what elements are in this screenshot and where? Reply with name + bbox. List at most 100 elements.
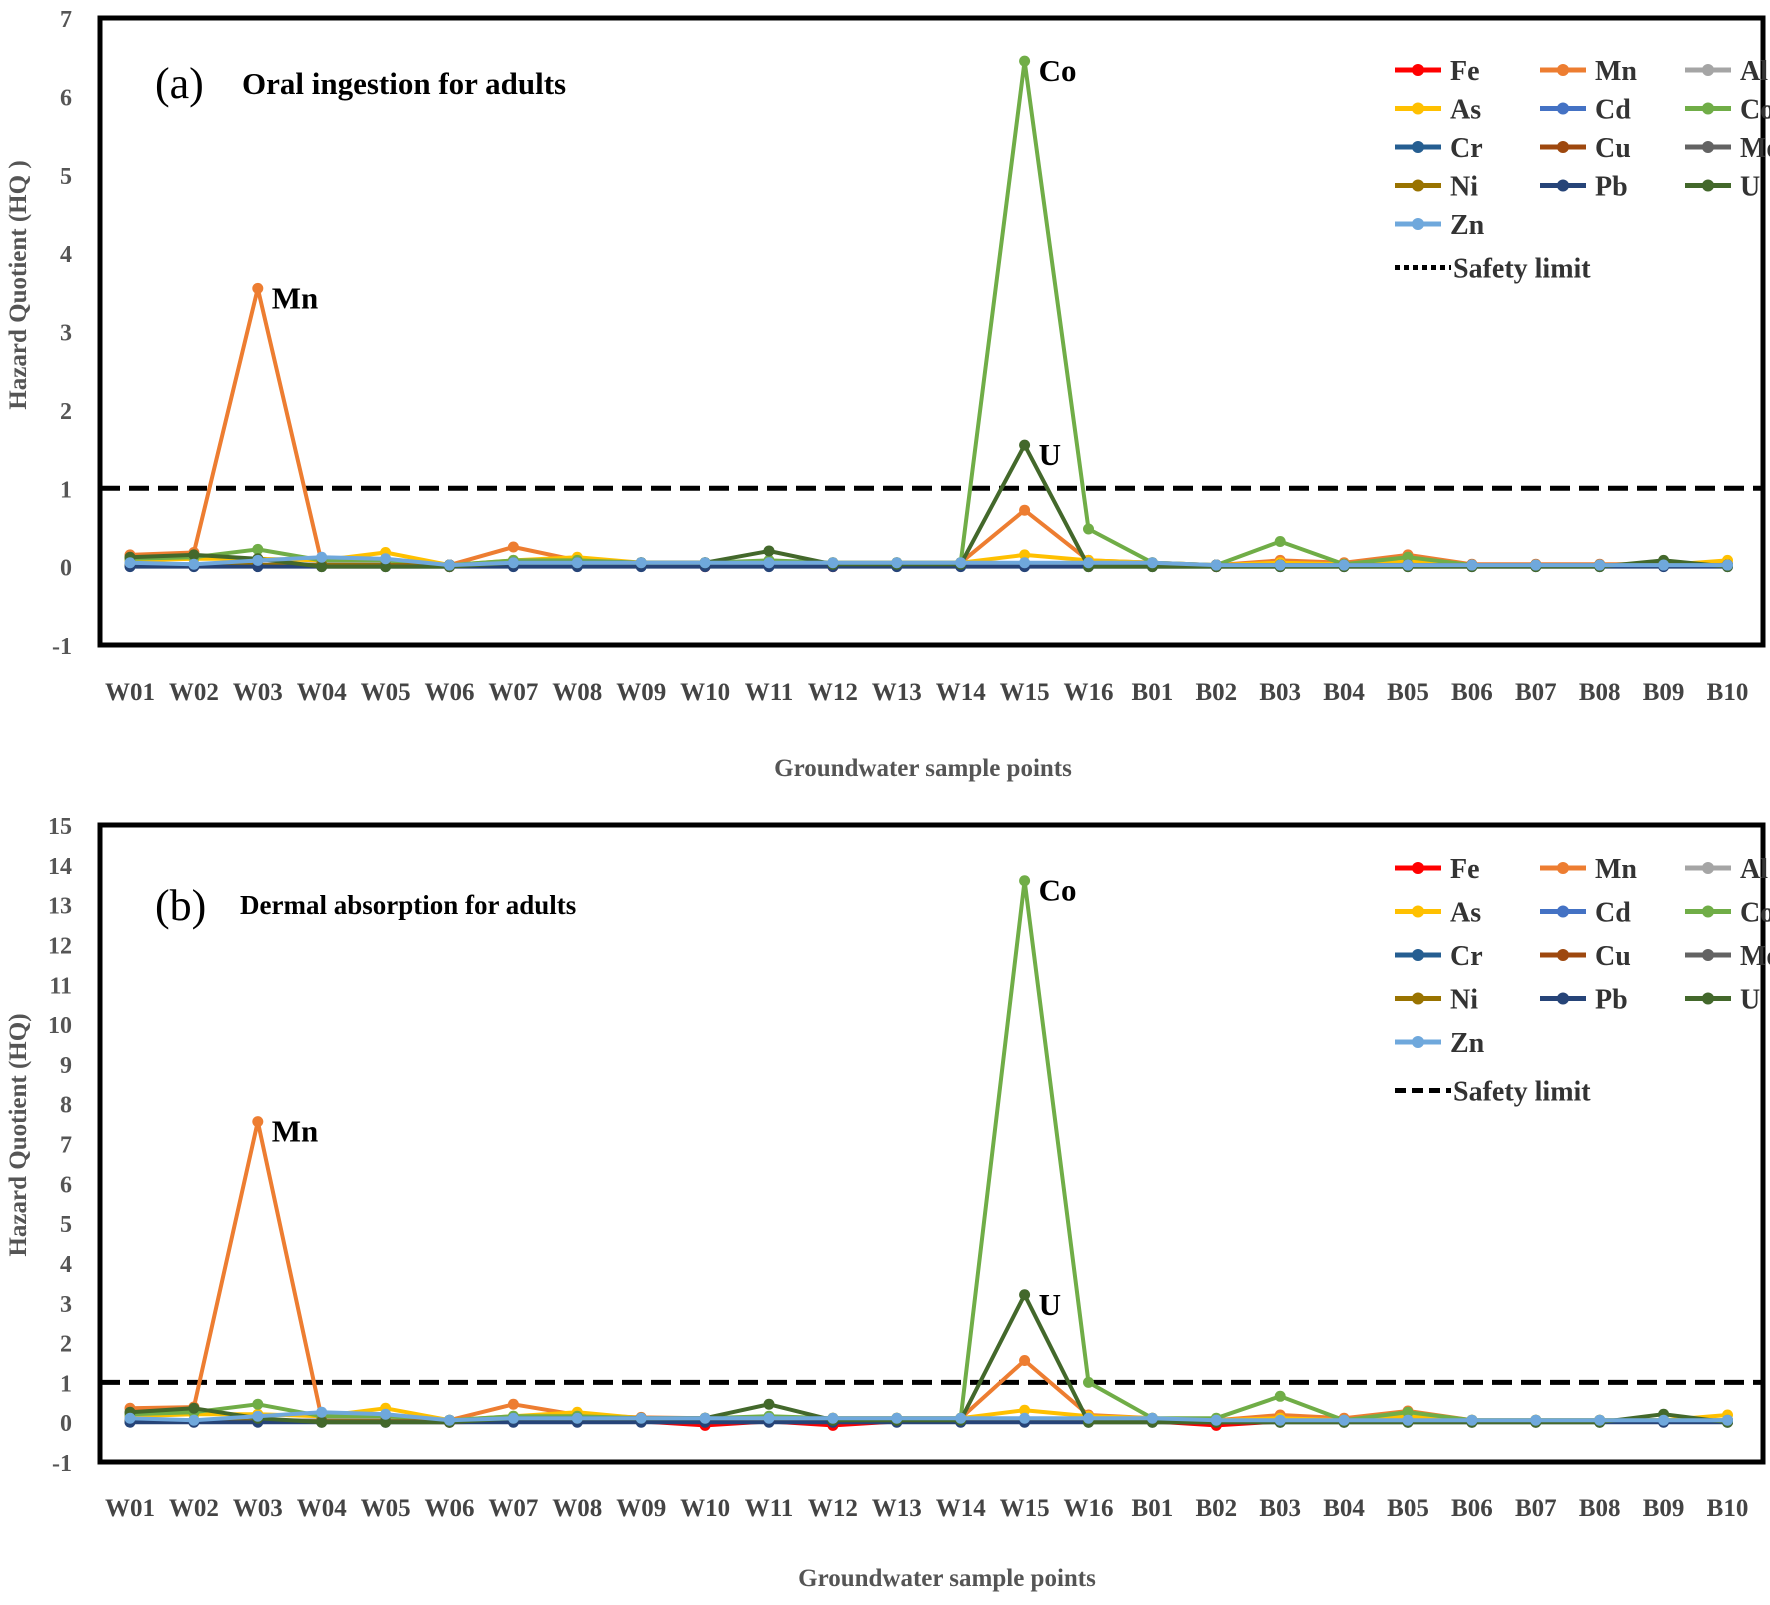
point-zn xyxy=(699,1412,711,1424)
point-zn xyxy=(955,1412,967,1424)
x-tick-label: B01 xyxy=(1132,679,1174,706)
x-tick-label: B10 xyxy=(1707,679,1749,706)
point-zn xyxy=(955,557,967,569)
point-zn xyxy=(1083,1412,1094,1424)
x-tick-label: W07 xyxy=(488,679,538,706)
y-tick-label: 4 xyxy=(60,242,72,268)
point-u xyxy=(380,1416,392,1428)
point-zn xyxy=(635,1412,647,1424)
legend-marker-mn xyxy=(1557,862,1569,874)
legend-label-co: Co xyxy=(1740,898,1770,929)
point-co xyxy=(1083,1376,1094,1388)
panel-a-series xyxy=(124,55,1733,573)
panel-a-legend: Fe Mn Al As Cd Co Cr Cu Mo Ni Pb U Zn Safety limit xyxy=(1395,56,1770,285)
annotation-co: Co xyxy=(1039,873,1077,908)
legend-marker-cr xyxy=(1412,141,1424,153)
x-tick-label: W06 xyxy=(425,679,475,706)
annotation-u: U xyxy=(1039,437,1061,472)
panel-b-x-axis-title: Groundwater sample points xyxy=(798,1565,1096,1592)
legend-label-mo: Mo xyxy=(1740,941,1770,972)
point-zn xyxy=(635,557,647,569)
y-tick-label: 0 xyxy=(60,1411,72,1437)
point-zn xyxy=(1594,1414,1606,1426)
point-zn xyxy=(1722,559,1733,571)
panel-a-title: Oral ingestion for adults xyxy=(242,66,566,101)
point-co xyxy=(1274,536,1286,548)
point-u xyxy=(188,549,200,561)
point-co xyxy=(1083,523,1094,535)
legend-marker-pb xyxy=(1557,992,1569,1005)
x-tick-label: W06 xyxy=(425,1495,475,1522)
legend-marker-ni xyxy=(1412,992,1424,1005)
legend-marker-fe xyxy=(1412,862,1424,874)
legend-label-u: U xyxy=(1740,985,1760,1016)
point-zn xyxy=(1338,559,1350,571)
point-zn xyxy=(827,1412,839,1424)
panel-b-tag: (b) xyxy=(155,881,206,930)
x-tick-label: W10 xyxy=(680,679,730,706)
x-tick-label: W08 xyxy=(552,679,602,706)
legend-marker-al xyxy=(1702,64,1714,76)
legend-label-cu: Cu xyxy=(1595,133,1631,164)
point-zn xyxy=(571,557,583,569)
legend-marker-co xyxy=(1702,102,1714,115)
point-zn xyxy=(124,557,136,569)
point-zn xyxy=(1210,559,1222,571)
x-tick-label: W04 xyxy=(297,679,348,706)
x-tick-label: W14 xyxy=(936,679,987,706)
series-line-zn xyxy=(129,1410,1728,1423)
x-tick-label: B09 xyxy=(1643,679,1685,706)
legend-label-al: Al xyxy=(1740,854,1768,885)
y-tick-label: 13 xyxy=(48,894,72,920)
legend-label-zn: Zn xyxy=(1450,1028,1485,1059)
point-mn xyxy=(507,541,519,553)
x-tick-label: W11 xyxy=(745,1495,794,1522)
legend-label-cd: Cd xyxy=(1595,95,1631,126)
panel-b-x-ticks: W01 W02 W03 W04 W05 W06 W07 W08 W09 W10 W11 W12 W13 W… xyxy=(105,1495,1748,1522)
point-zn xyxy=(1466,1414,1478,1426)
y-tick-label: 1 xyxy=(60,1371,72,1397)
point-mn xyxy=(1019,504,1031,516)
point-u xyxy=(316,561,328,573)
x-tick-label: W05 xyxy=(361,1495,411,1522)
legend-marker-cd xyxy=(1557,102,1569,115)
x-tick-label: B04 xyxy=(1323,679,1365,706)
point-mn xyxy=(252,1116,264,1128)
x-tick-label: W11 xyxy=(745,679,794,706)
y-tick-label: 9 xyxy=(60,1053,72,1079)
point-co xyxy=(1274,1390,1286,1402)
legend-marker-u xyxy=(1702,179,1714,192)
point-co xyxy=(1019,55,1031,67)
y-tick-label: 3 xyxy=(60,1292,72,1318)
x-tick-label: B05 xyxy=(1387,679,1429,706)
y-tick-label: 6 xyxy=(60,85,72,111)
point-zn xyxy=(891,1412,903,1424)
x-tick-label: W01 xyxy=(105,1495,155,1522)
x-tick-label: W13 xyxy=(872,1495,922,1522)
legend-label-pb: Pb xyxy=(1595,985,1628,1016)
y-tick-label: 7 xyxy=(60,1133,72,1159)
point-zn xyxy=(1530,1414,1542,1426)
y-tick-label: 5 xyxy=(60,164,72,190)
point-zn xyxy=(1338,1414,1350,1426)
x-tick-label: B07 xyxy=(1515,679,1557,706)
panel-a-x-ticks: W01 W02 W03 W04 W05 W06 W07 W08 W09 W10 W11 W12 W13 W… xyxy=(105,679,1748,706)
y-tick-label: 7 xyxy=(60,7,72,33)
x-tick-label: W16 xyxy=(1064,679,1114,706)
legend-marker-mn xyxy=(1557,64,1569,76)
x-tick-label: W08 xyxy=(552,1495,602,1522)
x-tick-label: W14 xyxy=(936,1495,987,1522)
panel-b-y-axis-title: Hazard Quotient (HQ) xyxy=(5,1013,32,1256)
point-zn xyxy=(444,559,455,571)
y-tick-label: 8 xyxy=(60,1093,72,1119)
annotation-co: Co xyxy=(1039,53,1077,88)
legend-label-co: Co xyxy=(1740,95,1770,126)
y-tick-label: 4 xyxy=(60,1252,72,1278)
legend-label-safety-limit: Safety limit xyxy=(1453,1077,1591,1108)
series-line-zn xyxy=(129,555,1728,568)
x-tick-label: W02 xyxy=(169,679,219,706)
point-co xyxy=(1019,875,1031,887)
legend-label-safety-limit: Safety limit xyxy=(1453,254,1591,285)
x-tick-label: B06 xyxy=(1451,679,1493,706)
